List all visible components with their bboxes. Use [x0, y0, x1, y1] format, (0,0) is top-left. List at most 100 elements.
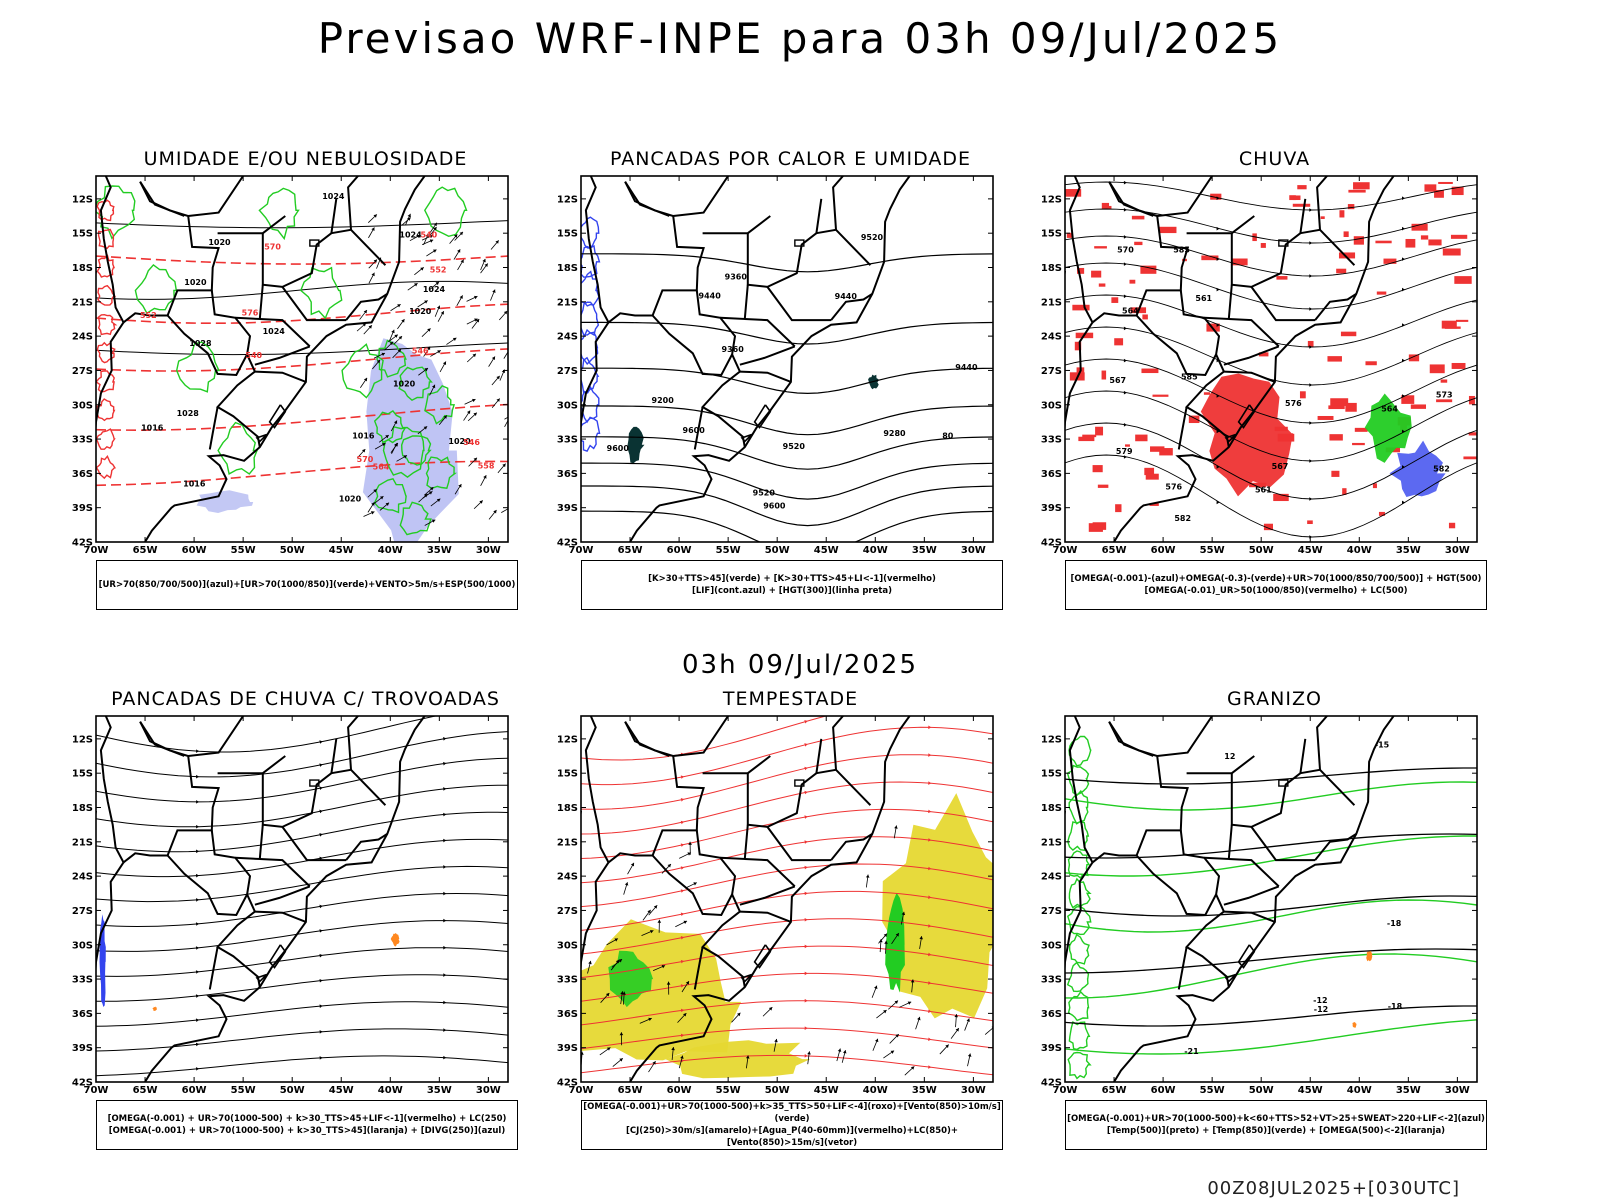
contour-label: 1020: [409, 307, 432, 316]
lat-tick-label: 27S: [72, 366, 93, 377]
lon-tick-label: 45W: [814, 545, 839, 556]
contour-label: 12: [1224, 752, 1235, 761]
contour-label: 9600: [683, 426, 706, 435]
contour-label: 582: [1433, 465, 1450, 474]
lon-tick-label: 30W: [961, 545, 986, 556]
lat-tick-label: 21S: [72, 297, 93, 308]
lon-tick-label: 70W: [1053, 545, 1078, 556]
lat-tick-label: 36S: [72, 1009, 93, 1020]
lat-tick-label: 24S: [72, 872, 93, 883]
lat-tick-label: 15S: [72, 769, 93, 780]
lon-tick-label: 65W: [618, 545, 643, 556]
legend-box: [UR>70(850/700/500)](azul)+[UR>70(1000/8…: [96, 560, 518, 610]
lat-tick-label: 18S: [557, 263, 578, 274]
contour-label: 1020: [339, 494, 362, 503]
lon-tick-label: 55W: [716, 545, 741, 556]
contour-label: 540: [245, 351, 262, 360]
legend-line: [OMEGA(-0.001) + UR>70(1000-500) + k>30_…: [107, 1114, 507, 1124]
lon-tick-label: 50W: [1249, 545, 1274, 556]
panel-thunderstorms: PANCADAS DE CHUVA C/ TROVOADAS 12S 15S 18S…: [68, 688, 543, 1158]
panel-rain: CHUVA 585 585 582 582 576 579 576 573 570 567 564 5…: [1037, 148, 1512, 618]
lat-tick-label: 24S: [72, 332, 93, 343]
contour-label: 1016: [352, 431, 375, 440]
lon-tick-label: 55W: [231, 1085, 256, 1096]
lat-tick-label: 27S: [557, 906, 578, 917]
lon-tick-label: 65W: [1102, 545, 1127, 556]
contour-label: 1028: [189, 339, 212, 348]
mid-date: 03h 09/Jul/2025: [682, 650, 918, 680]
contour-label: -12: [1314, 1005, 1328, 1014]
lat-tick-label: 18S: [72, 803, 93, 814]
lon-tick-label: 35W: [427, 1085, 452, 1096]
lon-tick-label: 55W: [231, 545, 256, 556]
contour-label: 546: [463, 438, 480, 447]
contour-label: 9440: [699, 291, 722, 300]
lat-tick-label: 33S: [557, 975, 578, 986]
lon-tick-label: 45W: [329, 1085, 354, 1096]
lat-tick-label: 42S: [72, 538, 93, 549]
lon-tick-label: 60W: [182, 1085, 207, 1096]
lon-tick-label: 40W: [1347, 545, 1372, 556]
contour-label: 567: [1272, 462, 1289, 471]
lon-tick-label: 70W: [84, 545, 109, 556]
contour-label: 546: [412, 347, 429, 356]
lat-tick-label: 33S: [1041, 975, 1062, 986]
lon-tick-label: 40W: [378, 545, 403, 556]
legend-line: [UR>70(850/700/500)](azul)+[UR>70(1000/8…: [98, 580, 516, 590]
main-title: Previsao WRF-INPE para 03h 09/Jul/2025: [317, 14, 1283, 63]
contour-label: 80: [942, 431, 954, 440]
contour-label: 1020: [448, 437, 471, 446]
lon-tick-label: 40W: [1347, 1085, 1372, 1096]
contour-label: 9520: [783, 442, 806, 451]
lon-tick-label: 70W: [569, 1085, 594, 1096]
lat-tick-label: 30S: [557, 400, 578, 411]
contour-label: 558: [478, 461, 495, 470]
lat-tick-label: 30S: [557, 940, 578, 951]
contour-label: 564: [1122, 306, 1139, 315]
contour-label: 9440: [835, 292, 858, 301]
contour-label: 561: [1255, 486, 1272, 495]
contour-label: 552: [140, 311, 157, 320]
lon-tick-label: 35W: [912, 1085, 937, 1096]
contour-label: -18: [1387, 919, 1402, 928]
legend-box: [OMEGA(-0.001) + UR>70(1000-500) + k>30_…: [96, 1100, 518, 1150]
lat-tick-label: 15S: [72, 229, 93, 240]
contour-label: -15: [1375, 740, 1390, 749]
contour-label: 582: [1174, 514, 1191, 523]
panel-title: GRANIZO: [1227, 688, 1322, 710]
lat-tick-label: 24S: [1041, 332, 1062, 343]
lon-tick-label: 40W: [378, 1085, 403, 1096]
legend-line: [K>30+TTS>45](verde) + [K>30+TTS>45+LI<-…: [648, 574, 936, 584]
map-frame: [580, 175, 994, 543]
lat-tick-label: 12S: [72, 734, 93, 745]
lon-tick-label: 55W: [1200, 545, 1225, 556]
contour-label: 552: [430, 265, 447, 274]
legend-line: [OMEGA(-0.001)+UR>70(1000-500)+k>35_TTS>…: [583, 1102, 1001, 1124]
forecast-map: 12 -12 -15 -18 -12 -18 -21 12S 15S 18S 21S 24S 27S 30…: [1041, 715, 1478, 1096]
lon-tick-label: 60W: [182, 545, 207, 556]
lon-tick-label: 45W: [814, 1085, 839, 1096]
lat-tick-label: 42S: [557, 1078, 578, 1089]
lon-tick-label: 35W: [912, 545, 937, 556]
lat-tick-label: 39S: [1041, 503, 1062, 514]
lat-tick-label: 39S: [557, 503, 578, 514]
lat-tick-label: 18S: [1041, 263, 1062, 274]
legend-box: [OMEGA(-0.001)+UR>70(1000-500)+k>35_TTS>…: [581, 1100, 1003, 1150]
map-frame: [1064, 175, 1478, 543]
lat-tick-label: 36S: [557, 469, 578, 480]
map-frame: [1064, 715, 1478, 1083]
map-frame: [95, 175, 509, 543]
contour-label: 561: [1195, 294, 1212, 303]
lat-tick-label: 18S: [557, 803, 578, 814]
lat-tick-label: 15S: [557, 229, 578, 240]
panel-title: TEMPESTADE: [722, 688, 859, 710]
panel-storm: TEMPESTADE 12S 15S 18S 21S 24S 27S 30S 33S 36S 39…: [553, 688, 1028, 1158]
contour-label: 576: [1285, 399, 1302, 408]
panel-title: UMIDADE E/OU NEBULOSIDADE: [143, 148, 468, 170]
panel-humidity: UMIDADE E/OU NEBULOSIDADE 1016 1016 1016 10…: [68, 148, 543, 618]
lat-tick-label: 36S: [1041, 1009, 1062, 1020]
lon-tick-label: 65W: [133, 545, 158, 556]
lat-tick-label: 21S: [1041, 837, 1062, 848]
lat-tick-label: 21S: [557, 837, 578, 848]
